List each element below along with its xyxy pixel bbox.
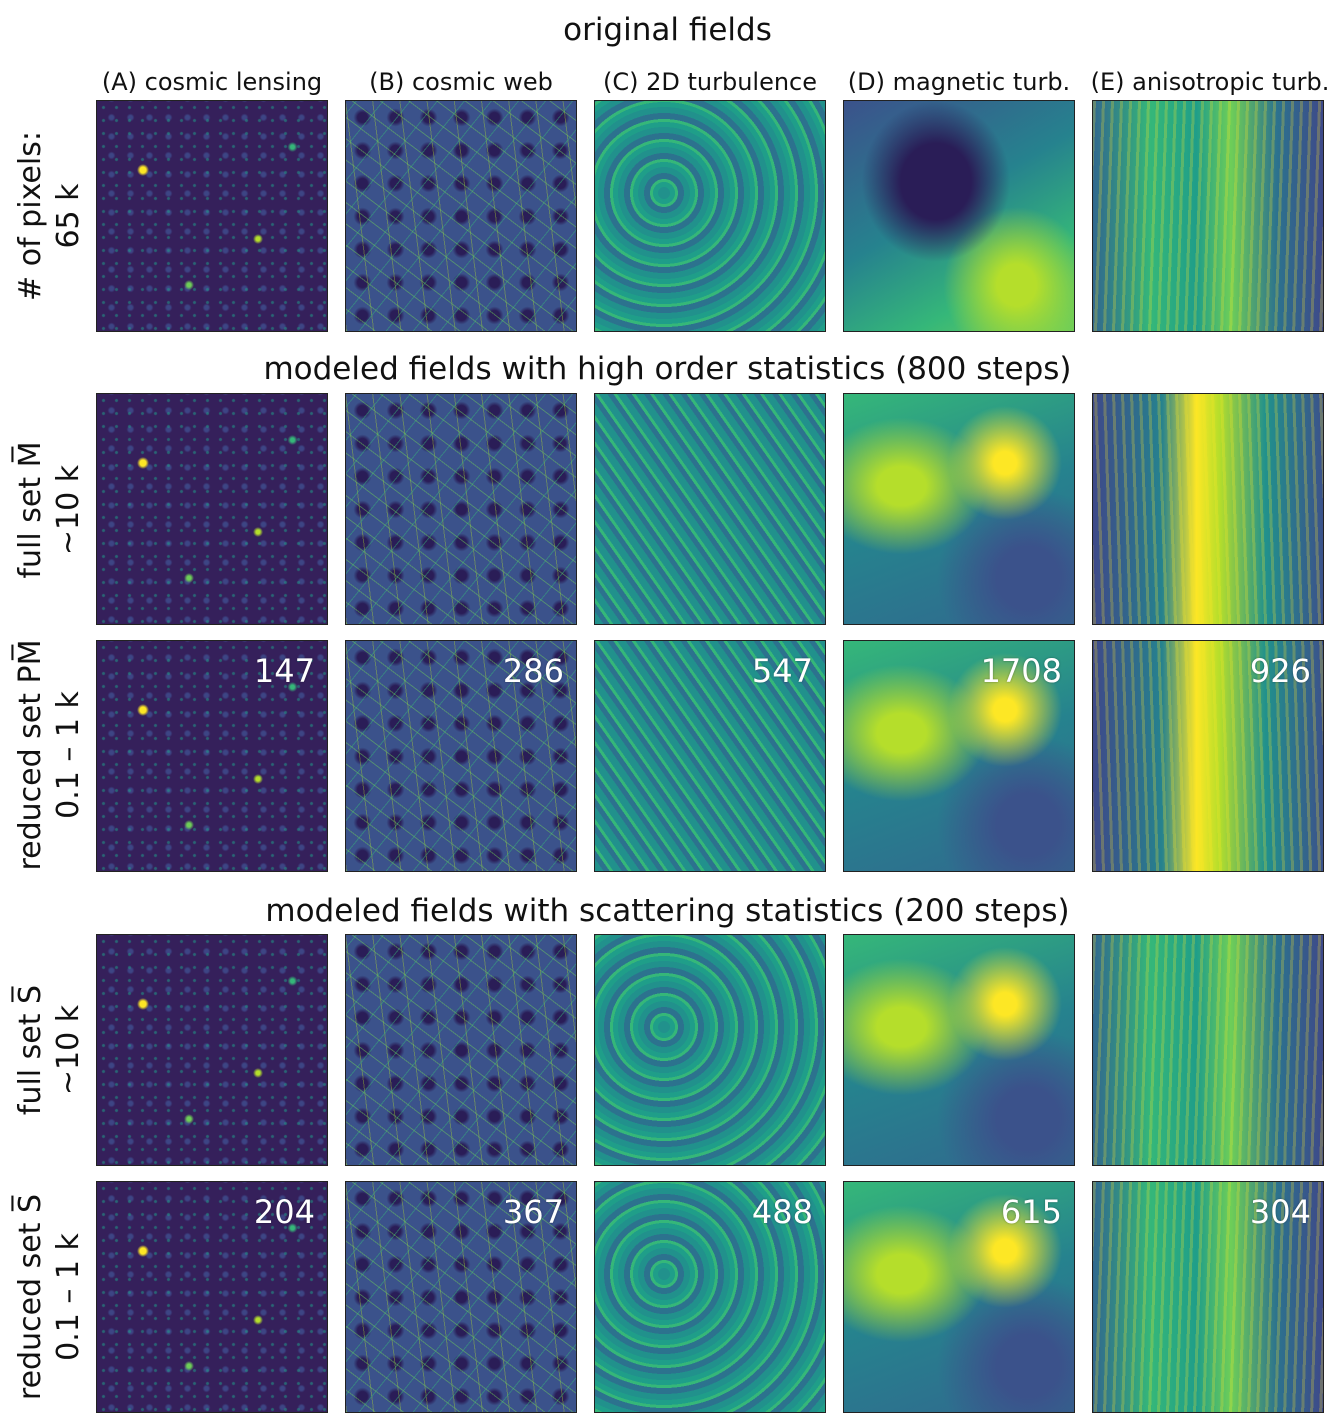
panel-scat-full-cosmic-lensing	[96, 934, 328, 1166]
panel-high-full-cosmic-web	[345, 393, 577, 625]
panel-original-cosmic-lensing	[96, 100, 328, 332]
panel-high-reduced-cosmic-web: 286	[345, 640, 577, 872]
column-label-cosmic-lensing: (A) cosmic lensing	[101, 68, 323, 96]
coefficient-count: 926	[1249, 652, 1311, 690]
column-label-magnetic-turb: (D) magnetic turb.	[847, 68, 1071, 96]
panel-high-reduced-magnetic-turb: 1708	[843, 640, 1075, 872]
panel-high-reduced-cosmic-lensing: 147	[96, 640, 328, 872]
panel-scat-reduced-magnetic-turb: 615	[843, 1181, 1075, 1413]
panel-scat-reduced-cosmic-web: 367	[345, 1181, 577, 1413]
column-label-cosmic-web: (B) cosmic web	[369, 68, 553, 96]
section-title-high-order: modeled fields with high order statistic…	[263, 351, 1072, 387]
coefficient-count: 204	[253, 1193, 315, 1231]
coefficient-count: 304	[1249, 1193, 1311, 1231]
panel-high-full-anisotropic-turb	[1092, 393, 1324, 625]
coefficient-count: 547	[751, 652, 813, 690]
panel-scat-full-2d-turbulence	[594, 934, 826, 1166]
panel-high-reduced-anisotropic-turb: 926	[1092, 640, 1324, 872]
panel-scat-reduced-2d-turbulence: 488	[594, 1181, 826, 1413]
panel-original-anisotropic-turb	[1092, 100, 1324, 332]
panel-original-cosmic-web	[345, 100, 577, 332]
panel-scat-full-cosmic-web	[345, 934, 577, 1166]
coefficient-count: 1708	[980, 652, 1062, 690]
column-label-anisotropic-turb: (E) anisotropic turb.	[1090, 68, 1330, 96]
panel-original-2d-turbulence	[594, 100, 826, 332]
coefficient-count: 147	[253, 652, 315, 690]
column-label-2d-turbulence: (C) 2D turbulence	[602, 68, 818, 96]
coefficient-count: 488	[751, 1193, 813, 1231]
coefficient-count: 286	[502, 652, 564, 690]
panel-high-full-magnetic-turb	[843, 393, 1075, 625]
section-title-scattering: modeled fields with scattering statistic…	[265, 893, 1070, 929]
panel-high-full-2d-turbulence	[594, 393, 826, 625]
panel-scat-full-anisotropic-turb	[1092, 934, 1324, 1166]
section-title-original: original fields	[563, 12, 772, 48]
panel-scat-reduced-anisotropic-turb: 304	[1092, 1181, 1324, 1413]
coefficient-count: 615	[1000, 1193, 1062, 1231]
panel-high-full-cosmic-lensing	[96, 393, 328, 625]
coefficient-count: 367	[502, 1193, 564, 1231]
panel-original-magnetic-turb	[843, 100, 1075, 332]
panel-scat-reduced-cosmic-lensing: 204	[96, 1181, 328, 1413]
panel-scat-full-magnetic-turb	[843, 934, 1075, 1166]
panel-high-reduced-2d-turbulence: 547	[594, 640, 826, 872]
